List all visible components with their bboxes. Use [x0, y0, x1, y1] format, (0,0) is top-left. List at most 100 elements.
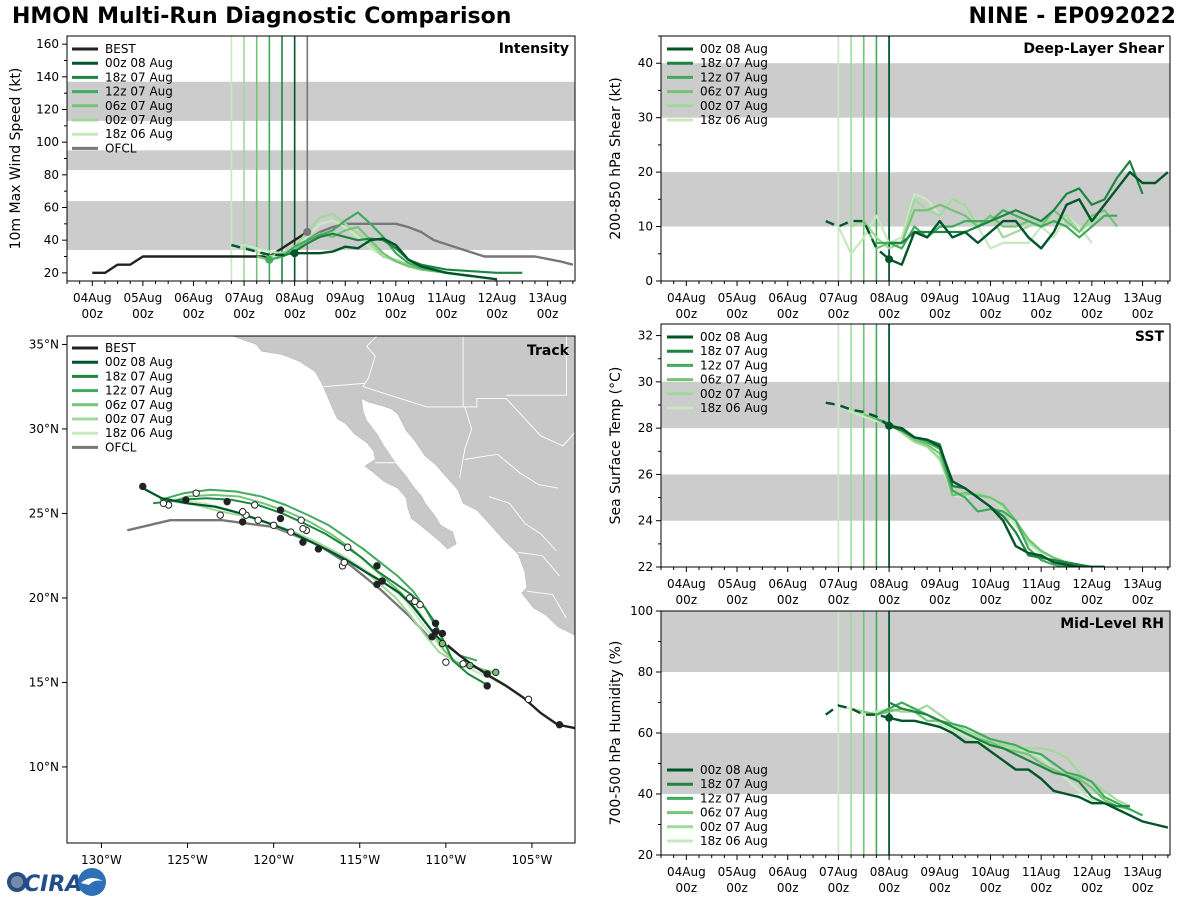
shear-marker-0: [885, 255, 894, 264]
track-legend-label-00z-08-aug: 00z 08 Aug: [105, 355, 173, 369]
intensity-legend-label-00z-07-aug: 00z 07 Aug: [105, 113, 173, 127]
track-border-0: [323, 382, 575, 447]
intensity-ytick-label: 80: [44, 168, 59, 182]
rh-series-18z-07-aug: [888, 701, 1130, 808]
rh-ylabel: 700-500 hPa Humidity (%): [608, 641, 624, 826]
intensity-band-0: [67, 200, 575, 250]
shear-xtick-date: 11Aug: [1022, 291, 1061, 305]
sst-legend-label-12z-07-aug: 12z 07 Aug: [700, 358, 768, 372]
shear-panel: 0 10 20 30 40 04Aug 00z 05Aug 00z 06Aug 00z 07Aug 00…: [608, 35, 1171, 321]
rh-legend-label-00z-08-aug: 00z 08 Aug: [700, 763, 768, 777]
track-ytick-label: 25°N: [29, 506, 59, 520]
track-xtick-label: 130°W: [81, 853, 122, 867]
intensity-xtick-hour: 00z: [82, 307, 104, 321]
track-point-27: [287, 528, 295, 536]
shear-ytick-label: 30: [638, 111, 653, 125]
shear-xtick-hour: 00z: [676, 307, 698, 321]
track-point-16: [373, 580, 381, 589]
track-legend-label-18z-07-aug: 18z 07 Aug: [105, 369, 173, 383]
rh-panel-title: Mid-Level RH: [1060, 616, 1164, 632]
shear-xtick-date: 09Aug: [920, 291, 959, 305]
intensity-xtick-date: 13Aug: [528, 291, 567, 305]
rh-series-00z-08-aug: [888, 716, 1169, 829]
intensity-xtick-date: 09Aug: [326, 291, 365, 305]
track-legend-label-ofcl: OFCL: [105, 440, 137, 454]
intensity-band-2: [67, 81, 575, 121]
rh-xtick-date: 08Aug: [870, 865, 909, 879]
track-point-36: [223, 497, 231, 506]
sst-xtick-hour: 00z: [878, 593, 900, 607]
rh-xtick-date: 06Aug: [768, 865, 807, 879]
intensity-series-00z-08-aug-analysis: [231, 243, 295, 257]
shear-xtick-hour: 00z: [726, 307, 748, 321]
shear-frame: [660, 35, 1171, 282]
sst-ytick-label: 28: [638, 421, 653, 435]
rh-legend-label-12z-07-aug: 12z 07 Aug: [700, 791, 768, 805]
shear-legend-label-18z-07-aug: 18z 07 Aug: [700, 56, 768, 70]
shear-ylabel: 200-850 hPa Shear (kt): [608, 77, 624, 239]
track-point-41: [159, 499, 168, 508]
track-point-6: [459, 660, 467, 668]
sst-xtick-date: 13Aug: [1123, 577, 1162, 591]
rh-ytick-label: 80: [638, 665, 653, 679]
rh-xtick-date: 05Aug: [718, 865, 757, 879]
intensity-xtick-date: 08Aug: [275, 291, 314, 305]
sst-xtick-hour: 00z: [726, 593, 748, 607]
track-legend-label-12z-07-aug: 12z 07 Aug: [105, 384, 173, 398]
sst-band-0: [661, 474, 1170, 521]
sst-xtick-hour: 00z: [1081, 593, 1103, 607]
track-legend-label-06z-07-aug: 06z 07 Aug: [105, 398, 173, 412]
intensity-band-1: [67, 150, 575, 170]
track-xtick-label: 125°W: [167, 853, 208, 867]
track-point-38: [192, 489, 200, 497]
track-series-best: [446, 644, 575, 730]
shear-legend-label-18z-06-aug: 18z 06 Aug: [700, 113, 768, 127]
intensity-panel: 20 40 60 80 100 120 140 160 04Aug 00z 05Aug 00z 06Au…: [8, 35, 576, 321]
intensity-series-12z-07-aug: [269, 211, 472, 278]
sst-legend-label-00z-07-aug: 00z 07 Aug: [700, 387, 768, 401]
rh-xtick-hour: 00z: [726, 881, 748, 895]
rh-ytick-label: 20: [638, 848, 653, 862]
intensity-legend-label-06z-07-aug: 06z 07 Aug: [105, 99, 173, 113]
track-point-14: [411, 597, 419, 606]
track-point-7: [442, 658, 450, 666]
rh-xtick-hour: 00z: [828, 881, 850, 895]
intensity-xtick-hour: 00z: [334, 307, 356, 321]
shear-xtick-hour: 00z: [929, 307, 951, 321]
track-ytick-label: 20°N: [29, 591, 59, 605]
intensity-xtick-hour: 00z: [436, 307, 458, 321]
shear-xtick-date: 13Aug: [1123, 291, 1162, 305]
sst-xtick-hour: 00z: [1132, 593, 1154, 607]
shear-xtick-date: 10Aug: [971, 291, 1010, 305]
rh-legend-label-06z-07-aug: 06z 07 Aug: [700, 806, 768, 820]
sst-ytick-label: 24: [638, 514, 653, 528]
track-xtick-label: 105°W: [512, 853, 553, 867]
sst-legend-label-18z-07-aug: 18z 07 Aug: [700, 344, 768, 358]
sst-xtick-hour: 00z: [828, 593, 850, 607]
sst-xtick-date: 12Aug: [1073, 577, 1112, 591]
track-border-7: [488, 496, 557, 551]
intensity-xtick-date: 05Aug: [124, 291, 163, 305]
track-point-5: [466, 661, 474, 670]
intensity-marker-0: [290, 249, 299, 258]
cira-logo-text: CIRA: [24, 872, 82, 897]
track-point-21: [343, 543, 352, 551]
intensity-xtick-date: 04Aug: [73, 291, 112, 305]
track-ytick-label: 35°N: [29, 337, 59, 351]
shear-ytick-label: 20: [638, 165, 653, 179]
intensity-legend-label-ofcl: OFCL: [105, 141, 137, 155]
sst-panel: 22 24 26 28 30 32 04Aug 00z 05Aug 00z 06Aug 00z 07Au…: [608, 323, 1171, 607]
shear-ytick-label: 10: [638, 220, 653, 234]
shear-xtick-date: 07Aug: [819, 291, 858, 305]
sst-xtick-hour: 00z: [929, 593, 951, 607]
sst-marker-0: [885, 421, 894, 430]
shear-xtick-date: 08Aug: [870, 291, 909, 305]
intensity-ytick-label: 20: [44, 266, 59, 280]
intensity-legend-label-12z-07-aug: 12z 07 Aug: [105, 85, 173, 99]
sst-ylabel: Sea Surface Temp (°C): [608, 367, 624, 525]
track-ytick-label: 30°N: [29, 422, 59, 436]
intensity-marker-2: [265, 255, 274, 264]
track-point-3: [483, 670, 491, 678]
sst-xtick-date: 05Aug: [718, 577, 757, 591]
rh-xtick-date: 07Aug: [819, 865, 858, 879]
